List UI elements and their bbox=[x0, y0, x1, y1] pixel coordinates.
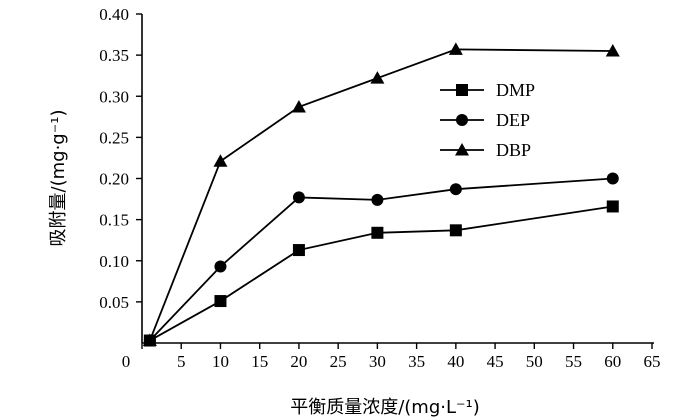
legend-item-dmp: DMP bbox=[440, 80, 535, 100]
y-tick-label: 0.20 bbox=[99, 170, 129, 189]
data-point-dep bbox=[449, 183, 462, 196]
x-tick-label: 15 bbox=[251, 352, 268, 371]
x-tick-label: 20 bbox=[290, 352, 307, 371]
legend-item-dbp: DBP bbox=[440, 140, 531, 160]
ticks: 0 5 10 15 20 25 30 35 40 45 50 55 60 65 0.05 0.10 0.15 0.… bbox=[99, 5, 660, 371]
y-tick-label: 0.15 bbox=[99, 211, 129, 230]
legend-marker-dep bbox=[456, 114, 468, 126]
x-tick-label: 40 bbox=[447, 352, 464, 371]
data-point-dmp bbox=[214, 295, 227, 308]
y-tick-label: 0.35 bbox=[99, 46, 129, 65]
series-dmp bbox=[143, 200, 619, 347]
x-tick-label: 55 bbox=[565, 352, 582, 371]
legend-label-dbp: DBP bbox=[496, 140, 531, 160]
series-line-dmp bbox=[149, 205, 613, 342]
x-axis-title: 平衡质量浓度/(mg·L⁻¹) bbox=[290, 397, 480, 418]
data-point-dbp bbox=[370, 71, 385, 84]
x-tick-label: 45 bbox=[487, 352, 504, 371]
data-point-dep bbox=[371, 193, 384, 206]
y-tick-label: 0.40 bbox=[99, 5, 129, 24]
data-point-dbp bbox=[448, 42, 463, 55]
data-point-dep bbox=[214, 260, 227, 273]
series-dep bbox=[143, 172, 619, 347]
y-tick-label: 0.30 bbox=[99, 87, 129, 106]
series-layer bbox=[142, 42, 620, 347]
x-tick-label: 0 bbox=[122, 352, 131, 371]
data-point-dbp bbox=[291, 99, 306, 113]
data-point-dbp bbox=[605, 44, 620, 57]
series-line-dbp bbox=[149, 48, 613, 341]
x-tick-label: 50 bbox=[526, 352, 543, 371]
legend-label-dmp: DMP bbox=[496, 80, 535, 100]
x-tick-label: 5 bbox=[177, 352, 186, 371]
series-line-dep bbox=[149, 177, 613, 342]
x-tick-label: 35 bbox=[408, 352, 425, 371]
legend-label-dep: DEP bbox=[496, 110, 530, 130]
x-tick-label: 65 bbox=[644, 352, 661, 371]
y-tick-label: 0.10 bbox=[99, 252, 129, 271]
legend-marker-dmp bbox=[456, 84, 468, 96]
data-point-dep bbox=[606, 172, 619, 185]
legend: DMP DEP DBP bbox=[440, 80, 535, 160]
data-point-dmp bbox=[449, 224, 462, 237]
y-axis-title: 吸附量/(mg·g⁻¹) bbox=[48, 110, 69, 247]
y-tick-label: 0.25 bbox=[99, 128, 129, 147]
data-point-dbp bbox=[213, 154, 228, 167]
data-point-dbp bbox=[142, 333, 157, 347]
legend-marker-dbp bbox=[455, 143, 469, 156]
y-tick-label: 0.05 bbox=[99, 293, 129, 312]
axes bbox=[141, 14, 654, 344]
x-tick-label: 25 bbox=[330, 352, 347, 371]
x-tick-label: 10 bbox=[212, 352, 229, 371]
data-point-dmp bbox=[292, 244, 305, 257]
x-tick-label: 60 bbox=[604, 352, 621, 371]
data-point-dmp bbox=[371, 226, 384, 239]
data-point-dep bbox=[292, 191, 305, 204]
x-tick-label: 30 bbox=[369, 352, 386, 371]
legend-item-dep: DEP bbox=[440, 110, 530, 130]
series-dbp bbox=[142, 42, 620, 347]
data-point-dmp bbox=[606, 200, 619, 213]
